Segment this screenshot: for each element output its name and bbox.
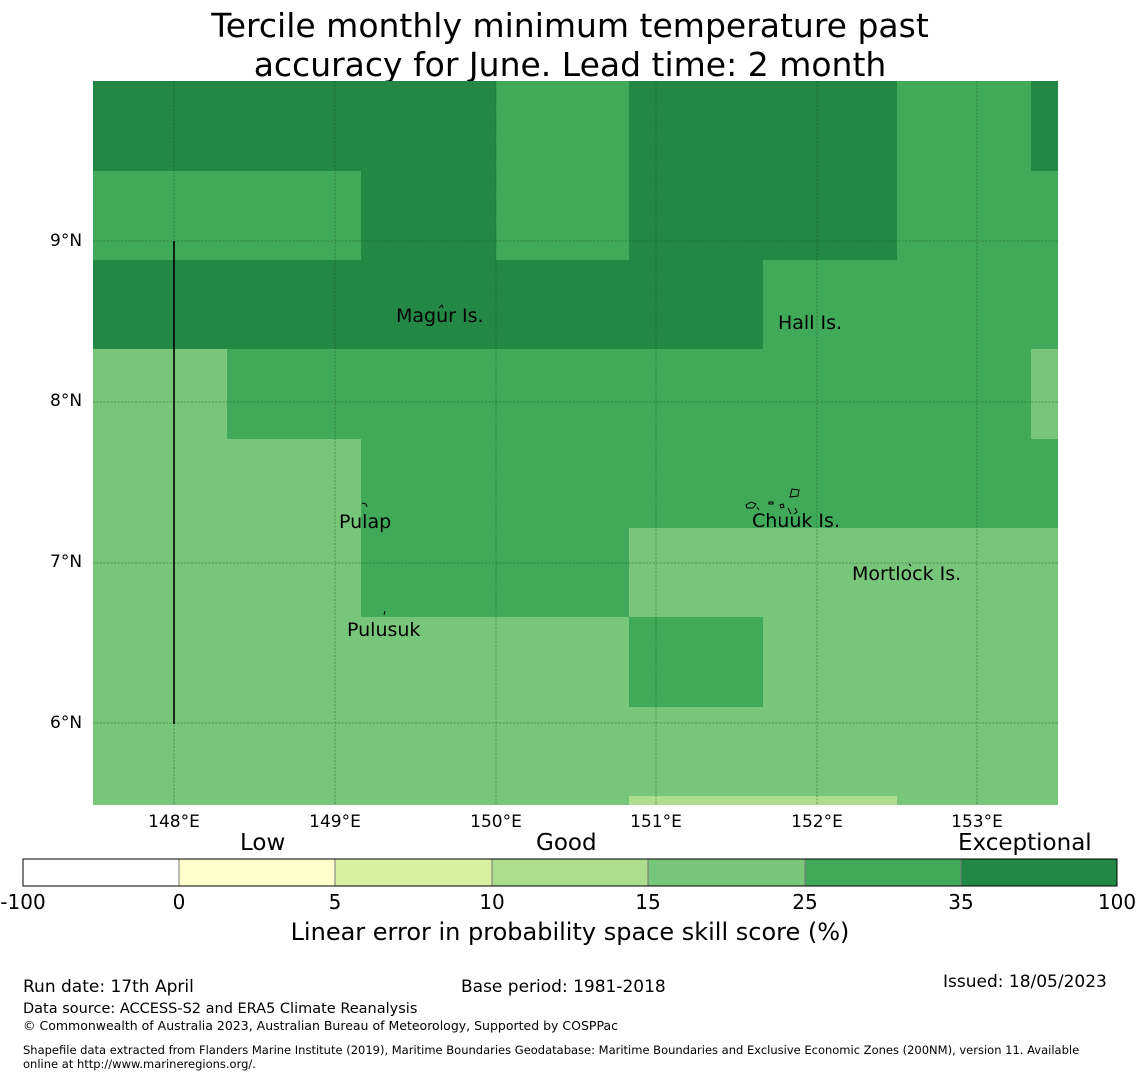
magur-island-shape xyxy=(438,304,444,309)
map-cell xyxy=(227,349,1031,439)
lon-label: 148°E xyxy=(148,812,200,832)
place-label-pulap: Pulap xyxy=(339,511,392,533)
place-label-pulusuk: Pulusuk xyxy=(347,619,421,641)
colorbar-segment xyxy=(23,859,179,886)
map-title-line-1: Tercile monthly minimum temperature past xyxy=(211,6,929,45)
lon-label: 153°E xyxy=(951,812,1003,832)
map-cell xyxy=(496,171,629,260)
map-cell xyxy=(629,796,897,805)
colorbar-segment xyxy=(335,859,492,886)
category-label-good: Good xyxy=(536,830,597,856)
colorbar-tick: -100 xyxy=(0,890,46,914)
map-cell xyxy=(361,439,1058,528)
data-source: Data source: ACCESS-S2 and ERA5 Climate … xyxy=(23,1001,418,1017)
colorbar-tick: 25 xyxy=(792,890,818,914)
lon-label: 150°E xyxy=(470,812,522,832)
shapefile-credit-line-1: Shapefile data extracted from Flanders M… xyxy=(23,1043,1080,1057)
issued-date: Issued: 18/05/2023 xyxy=(943,972,1107,992)
lon-label: 152°E xyxy=(791,812,843,832)
colorbar-tick: 35 xyxy=(948,890,974,914)
colorbar-segment xyxy=(648,859,805,886)
map-cell xyxy=(629,81,897,171)
chuuk-island-shape xyxy=(745,488,800,515)
map-cell xyxy=(93,171,361,260)
place-label-hall: Hall Is. xyxy=(778,312,843,334)
map-cell xyxy=(93,81,496,171)
map-title: Tercile monthly minimum temperature past… xyxy=(0,6,1140,84)
colorbar-tick: 100 xyxy=(1097,890,1137,914)
colorbar-tick: 0 xyxy=(172,890,186,914)
lat-label: 6°N xyxy=(50,713,83,733)
map-cell xyxy=(629,171,897,260)
category-label-low: Low xyxy=(240,830,286,856)
colorbar-dividers xyxy=(178,859,962,886)
place-label-magur: Magur Is. xyxy=(396,305,484,327)
copyright: © Commonwealth of Australia 2023, Austra… xyxy=(23,1018,618,1033)
map-cell xyxy=(361,528,629,617)
category-label-exceptional: Exceptional xyxy=(958,830,1092,856)
map-cell xyxy=(897,81,1031,171)
map-cell xyxy=(1031,349,1058,439)
colorbar-tick: 5 xyxy=(328,890,342,914)
map-cell xyxy=(897,171,1058,260)
colorbar-segment xyxy=(179,859,335,886)
lat-label: 8°N xyxy=(50,391,83,411)
lat-label: 9°N xyxy=(50,231,83,251)
place-label-chuuk: Chuuk Is. xyxy=(752,510,840,532)
map-cell xyxy=(496,81,629,171)
map-cell xyxy=(629,617,763,707)
lat-label: 7°N xyxy=(50,552,83,572)
base-period: Base period: 1981-2018 xyxy=(461,977,666,997)
lon-label: 149°E xyxy=(309,812,361,832)
colorbar xyxy=(22,858,1118,887)
place-label-mortlock: Mortlock Is. xyxy=(852,563,962,585)
map-cell xyxy=(763,260,1058,349)
colorbar-tick: 10 xyxy=(479,890,505,914)
pulusuk-island-shape xyxy=(383,610,386,616)
mortlock-island-shape xyxy=(908,563,912,567)
pulap-island-shape xyxy=(361,502,368,508)
lon-label: 151°E xyxy=(630,812,682,832)
colorbar-frame xyxy=(22,858,1118,887)
map-cell xyxy=(1031,81,1058,171)
island-outlines xyxy=(361,304,912,616)
colorbar-title: Linear error in probability space skill … xyxy=(290,918,850,946)
skill-map xyxy=(93,81,1058,805)
shapefile-credit-line-2: online at http://www.marineregions.org/. xyxy=(23,1057,256,1071)
colorbar-segment xyxy=(492,859,648,886)
map-cell xyxy=(361,171,496,260)
colorbar-segment xyxy=(805,859,961,886)
colorbar-tick: 15 xyxy=(635,890,661,914)
run-date: Run date: 17th April xyxy=(23,977,194,997)
map-cell xyxy=(93,260,763,349)
map-title-line-2: accuracy for June. Lead time: 2 month xyxy=(253,45,887,84)
colorbar-segment xyxy=(961,859,1117,886)
